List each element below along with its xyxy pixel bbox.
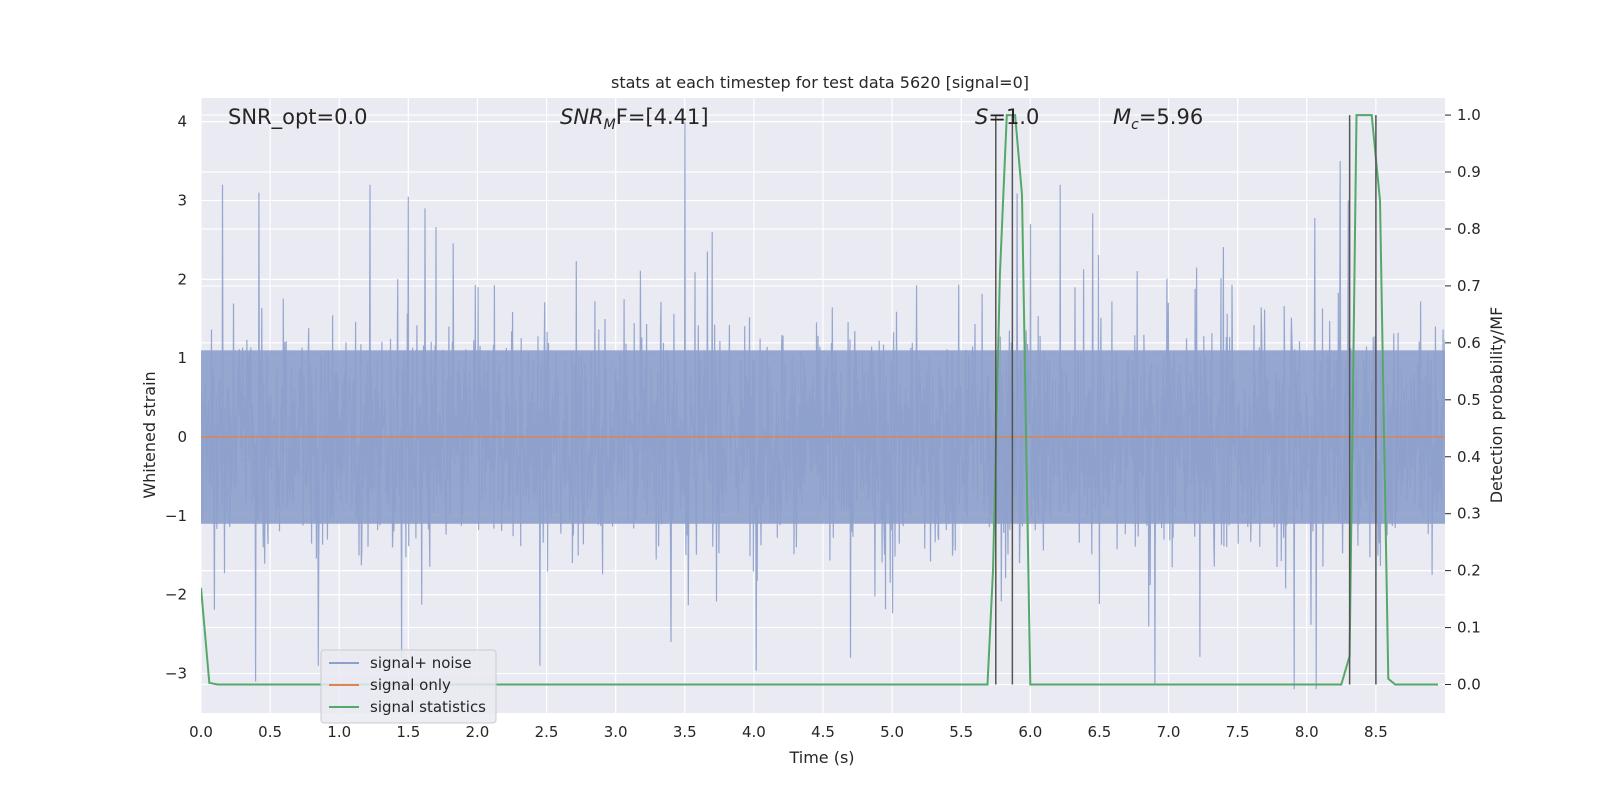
x-tick-label: 4.0 [742, 723, 766, 741]
annotation-snr-mf-rest: F=[4.41] [616, 105, 709, 129]
annotation-s-value: =1.0 [988, 105, 1039, 129]
series-noise-line [201, 121, 1445, 690]
annotation-mc: Mc=5.96 [1113, 105, 1203, 133]
x-tick-label: 5.5 [949, 723, 973, 741]
y-tick-label-right: 0.4 [1457, 448, 1481, 466]
annotation-s: S=1.0 [975, 105, 1039, 129]
x-tick-label: 3.5 [673, 723, 697, 741]
y-tick-label-right: 0.2 [1457, 562, 1481, 580]
y-tick-label-right: 0.3 [1457, 505, 1481, 523]
y-tick-label-left: 3 [177, 192, 187, 210]
y-tick-label-right: 0.5 [1457, 391, 1481, 409]
y-tick-label-right: 0.9 [1457, 163, 1481, 181]
x-tick-label: 1.0 [327, 723, 351, 741]
legend-box [320, 649, 497, 724]
x-tick-label: 8.0 [1295, 723, 1319, 741]
y-axis-right: 1.0 0.9 0.8 0.7 0.6 0.5 0.4 0.3 0.2 0.1 0.0 [1445, 106, 1481, 694]
y-tick-label-left: −1 [165, 507, 187, 525]
annotation-mc-base: M [1113, 105, 1131, 129]
y-tick-label-left: 2 [177, 270, 187, 288]
series-signal-statistics-line [201, 114, 1439, 686]
annotation-mc-value: =5.96 [1139, 105, 1203, 129]
x-tick-label: 7.0 [1157, 723, 1181, 741]
legend: signal+ noise signal only signal statist… [320, 649, 497, 724]
annotation-snr-opt: SNR_opt=0.0 [228, 105, 368, 130]
x-tick-label: 6.0 [1018, 723, 1042, 741]
annotation-snr-mf-sub: M [604, 117, 616, 133]
y-tick-label-left: 0 [177, 428, 187, 446]
legend-entry-noise: signal+ noise [370, 654, 472, 672]
y-axis-left-label: Whitened strain [140, 371, 159, 498]
x-tick-label: 3.0 [604, 723, 628, 741]
y-tick-label-left: 1 [177, 349, 187, 367]
legend-entry-signal-statistics: signal statistics [370, 698, 486, 716]
vlines [995, 115, 1377, 685]
x-tick-label: 0.5 [258, 723, 282, 741]
y-tick-label-right: 0.0 [1457, 676, 1481, 694]
x-tick-label: 1.5 [396, 723, 420, 741]
y-tick-label-left: 4 [177, 113, 187, 131]
y-tick-label-right: 0.8 [1457, 220, 1481, 238]
legend-entry-signal-only: signal only [370, 676, 451, 694]
x-tick-label: 8.5 [1364, 723, 1388, 741]
x-tick-label: 0.0 [189, 723, 213, 741]
annotation-s-label: S [975, 105, 988, 129]
y-axis-left: 4 3 2 1 0 −1 −2 −3 [165, 113, 187, 683]
x-tick-label: 4.5 [811, 723, 835, 741]
x-tick-label: 2.0 [466, 723, 490, 741]
y-tick-label-right: 0.7 [1457, 277, 1481, 295]
y-tick-label-left: −2 [165, 586, 187, 604]
chart-title: stats at each timestep for test data 562… [611, 73, 1029, 92]
annotation-snr-mf-base: SNR [560, 105, 604, 129]
x-tick-label: 7.5 [1226, 723, 1250, 741]
y-tick-label-right: 0.6 [1457, 334, 1481, 352]
x-tick-label: 2.5 [535, 723, 559, 741]
annotation-snr-mf: SNRMF=[4.41] [560, 105, 709, 133]
annotation-mc-sub: c [1131, 117, 1139, 133]
y-axis-right-label: Detection probability/MF [1487, 307, 1506, 504]
x-axis-label: Time (s) [788, 748, 854, 767]
y-tick-label-left: −3 [165, 665, 187, 683]
x-tick-label: 5.0 [880, 723, 904, 741]
y-tick-label-right: 0.1 [1457, 619, 1481, 637]
x-axis: 0.0 0.5 1.0 1.5 2.0 2.5 3.0 3.5 4.0 4.5 5.0 5.5 6.0 6… [189, 723, 1388, 741]
x-tick-label: 6.5 [1088, 723, 1112, 741]
y-tick-label-right: 1.0 [1457, 106, 1481, 124]
